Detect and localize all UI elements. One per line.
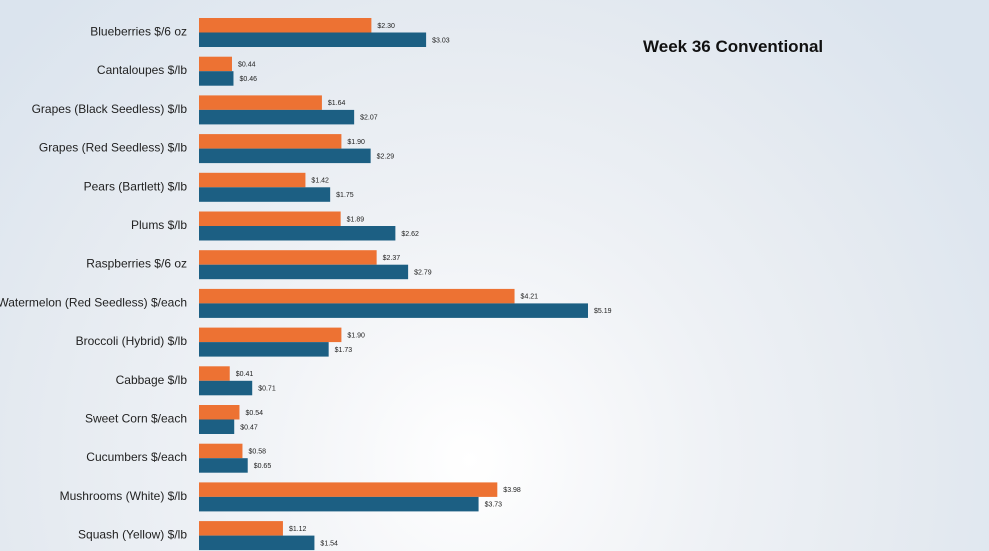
data-label: $0.58 bbox=[248, 448, 266, 455]
bar-series-1 bbox=[199, 250, 377, 265]
bar-series-2 bbox=[199, 226, 396, 241]
data-label: $0.65 bbox=[254, 463, 272, 470]
bar-series-2 bbox=[199, 496, 479, 512]
category-label: Plums $/lb bbox=[131, 218, 187, 232]
category-label: Grapes (Black Seedless) $/lb bbox=[32, 102, 188, 116]
bar-series-2 bbox=[199, 71, 234, 86]
data-label: $1.89 bbox=[347, 216, 365, 223]
bar-series-2 bbox=[199, 32, 427, 47]
data-label: $1.64 bbox=[328, 100, 346, 107]
bar-series-1 bbox=[199, 211, 341, 226]
category-label: Watermelon (Red Seedless) $/each bbox=[0, 295, 187, 309]
data-label: $3.98 bbox=[503, 487, 521, 494]
bar-series-2 bbox=[199, 264, 409, 280]
category-label: Squash (Yellow) $/lb bbox=[78, 528, 187, 542]
data-label: $2.29 bbox=[377, 153, 395, 160]
data-label: $0.54 bbox=[245, 410, 263, 417]
bar-series-2 bbox=[199, 342, 329, 357]
category-label: Cucumbers $/each bbox=[86, 450, 187, 464]
data-label: $1.90 bbox=[347, 332, 365, 339]
bar-series-2 bbox=[199, 109, 355, 125]
bar-series-1 bbox=[199, 288, 515, 304]
data-label: $2.07 bbox=[360, 115, 378, 122]
data-label: $2.37 bbox=[383, 255, 401, 262]
data-label: $0.47 bbox=[240, 424, 258, 431]
category-label: Grapes (Red Seedless) $/lb bbox=[39, 141, 187, 155]
data-label: $1.12 bbox=[289, 526, 307, 533]
data-label: $3.73 bbox=[485, 502, 503, 509]
category-label: Cantaloupes $/lb bbox=[97, 63, 187, 77]
bar-series-2 bbox=[199, 148, 371, 164]
data-label: $5.19 bbox=[594, 308, 612, 315]
data-label: $0.41 bbox=[236, 371, 254, 378]
data-label: $4.21 bbox=[521, 294, 539, 301]
bar-series-1 bbox=[199, 521, 283, 536]
bar-series-2 bbox=[199, 380, 253, 396]
data-label: $2.62 bbox=[401, 231, 419, 238]
bar-series-1 bbox=[199, 366, 230, 381]
data-label: $1.73 bbox=[335, 347, 353, 354]
data-label: $2.30 bbox=[377, 23, 395, 30]
bar-series-1 bbox=[199, 18, 372, 33]
category-label: Raspberries $/6 oz bbox=[86, 257, 187, 271]
data-label: $1.75 bbox=[336, 192, 354, 199]
chart-title: Week 36 Conventional bbox=[643, 37, 824, 56]
bar-series-2 bbox=[199, 303, 588, 318]
category-label: Cabbage $/lb bbox=[116, 373, 188, 387]
category-label: Sweet Corn $/each bbox=[85, 412, 187, 426]
bar-series-1 bbox=[199, 134, 342, 149]
bar-series-2 bbox=[199, 419, 235, 434]
data-label: $1.54 bbox=[320, 540, 338, 547]
category-label: Broccoli (Hybrid) $/lb bbox=[76, 334, 188, 348]
bar-series-1 bbox=[199, 172, 306, 188]
bar-series-1 bbox=[199, 405, 240, 420]
data-label: $3.03 bbox=[432, 37, 450, 44]
bar-series-1 bbox=[199, 95, 322, 110]
bar-series-2 bbox=[199, 458, 248, 473]
category-label: Mushrooms (White) $/lb bbox=[60, 489, 188, 503]
data-label: $0.71 bbox=[258, 386, 276, 393]
bar-series-2 bbox=[199, 187, 331, 202]
data-label: $1.90 bbox=[347, 139, 365, 146]
data-label: $0.44 bbox=[238, 61, 256, 68]
bar-series-1 bbox=[199, 482, 498, 497]
bar-series-1 bbox=[199, 327, 342, 343]
bar-series-1 bbox=[199, 443, 243, 459]
data-label: $0.46 bbox=[239, 76, 257, 83]
data-label: $1.42 bbox=[311, 178, 329, 185]
bar-series-1 bbox=[199, 56, 232, 72]
data-label: $2.79 bbox=[414, 269, 432, 276]
bar-series-2 bbox=[199, 535, 315, 551]
category-label: Blueberries $/6 oz bbox=[90, 25, 187, 39]
category-label: Pears (Bartlett) $/lb bbox=[84, 179, 188, 193]
